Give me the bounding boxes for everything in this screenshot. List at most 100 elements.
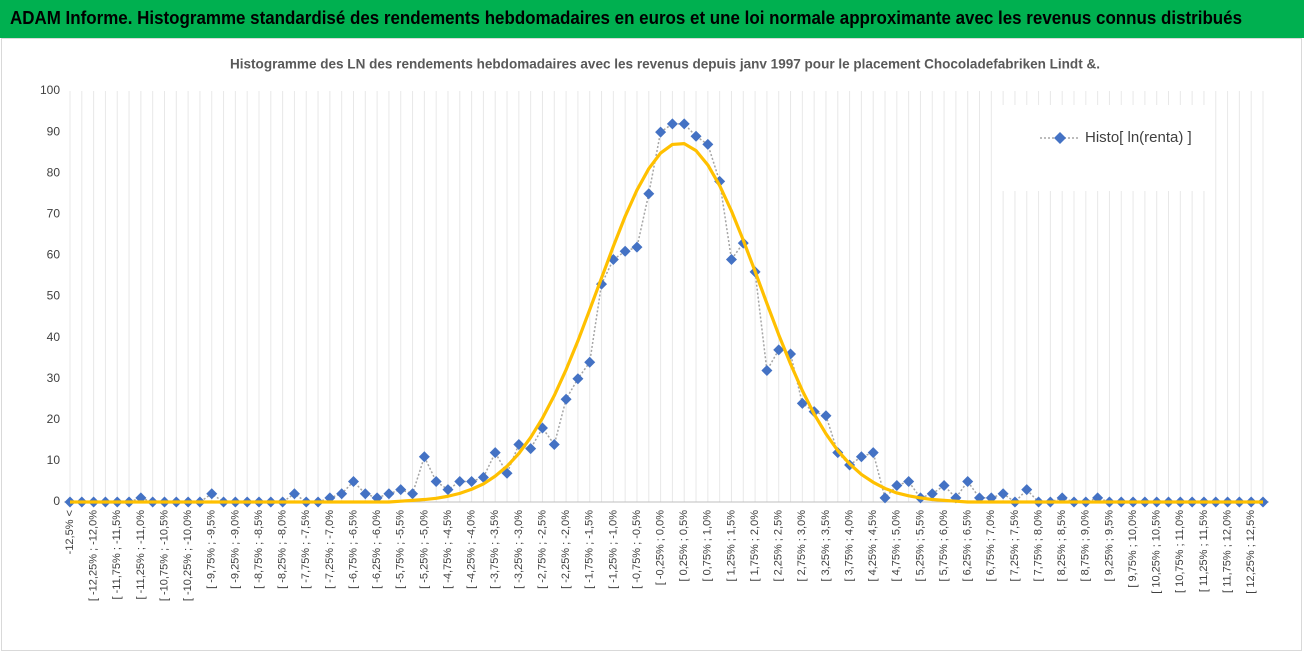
data-point xyxy=(725,254,737,266)
x-tick-label: [ -8,25% ; -8,0% xyxy=(277,510,289,589)
x-tick-label: [ 11,75% ; 12,0% xyxy=(1221,510,1233,593)
x-tick-label: [ -10,25% ; -10,0% xyxy=(182,510,194,601)
x-tick-label: [ 7,25% ; 7,5% xyxy=(1009,510,1021,582)
x-tick-label: [ -1,25% ; -1,0% xyxy=(607,510,619,589)
y-tick-label: 0 xyxy=(53,494,60,508)
data-point xyxy=(855,451,867,463)
y-tick-label: 70 xyxy=(47,206,61,220)
data-point xyxy=(796,397,808,409)
data-point xyxy=(891,480,903,492)
data-point xyxy=(926,488,938,500)
data-point xyxy=(477,471,489,483)
normal-curve xyxy=(70,142,1263,504)
data-point xyxy=(997,488,1009,500)
data-point xyxy=(525,443,537,455)
legend: Histo[ ln(renta) ] xyxy=(1000,105,1210,191)
x-tick-label: [ -3,25% ; -3,0% xyxy=(513,510,525,589)
x-tick-label: [ 11,25% ; 11,5% xyxy=(1198,510,1210,592)
x-tick-label: -12,5% < xyxy=(64,510,76,554)
y-tick-label: 30 xyxy=(47,371,61,385)
x-tick-label: [ 8,25% ; 8,5% xyxy=(1056,510,1068,582)
data-point xyxy=(489,447,501,459)
data-point xyxy=(867,447,879,459)
data-point xyxy=(773,344,785,356)
x-tick-label: [ 0,25% ; 0,5% xyxy=(678,510,690,582)
x-tick-label: [ 9,25% ; 9,5% xyxy=(1103,510,1115,582)
x-tick-label: [ -11,25% ; -11,0% xyxy=(135,510,147,600)
x-tick-label: [ -2,75% ; -2,5% xyxy=(536,510,548,589)
data-point xyxy=(761,364,773,376)
data-point xyxy=(383,488,395,500)
x-tick-label: [ -12,25% ; -12,0% xyxy=(88,510,100,601)
x-tick-label: [ -0,75% ; -0,5% xyxy=(631,510,643,589)
x-tick-label: [ -9,25% ; -9,0% xyxy=(229,510,241,589)
data-point xyxy=(442,484,454,496)
data-point xyxy=(879,492,891,504)
x-tick-label: [ 3,25% ; 3,5% xyxy=(820,510,832,582)
data-point xyxy=(702,138,714,150)
data-point xyxy=(938,480,950,492)
x-tick-label: [ 6,25% ; 6,5% xyxy=(962,510,974,582)
data-point xyxy=(962,475,974,487)
data-point xyxy=(655,126,667,138)
y-tick-label: 60 xyxy=(47,248,61,262)
x-tick-label: [ -0,25% ; 0,0% xyxy=(655,510,667,585)
x-tick-label: [ 6,75% ; 7,0% xyxy=(985,510,997,582)
x-tick-label: [ -5,75% ; -5,5% xyxy=(395,510,407,589)
legend-marker xyxy=(1054,132,1066,144)
data-point xyxy=(395,484,407,496)
data-point xyxy=(903,475,915,487)
x-tick-label: [ -4,25% ; -4,0% xyxy=(466,510,478,589)
data-point xyxy=(560,393,572,405)
x-tick-label: [ 12,25% ; 12,5% xyxy=(1245,510,1257,594)
x-tick-label: [ -2,25% ; -2,0% xyxy=(560,510,572,589)
data-point xyxy=(690,130,702,142)
y-tick-label: 20 xyxy=(47,412,61,426)
data-point xyxy=(643,188,655,200)
x-tick-label: [ 10,75% ; 11,0% xyxy=(1174,510,1186,593)
x-tick-label: [ 3,75% ; 4,0% xyxy=(843,510,855,582)
x-tick-label: [ 2,75% ; 3,0% xyxy=(796,510,808,582)
x-tick-label: [ -1,75% ; -1,5% xyxy=(584,510,596,589)
data-point xyxy=(466,475,478,487)
x-tick-label: [ 5,25% ; 5,5% xyxy=(914,510,926,582)
data-point xyxy=(359,488,371,500)
data-point xyxy=(454,475,466,487)
y-tick-label: 40 xyxy=(47,330,61,344)
data-point xyxy=(336,488,348,500)
x-tick-label: [ 1,25% ; 1,5% xyxy=(725,510,737,582)
header-bar xyxy=(0,0,1304,38)
data-point xyxy=(820,410,832,422)
x-tick-label: [ -8,75% ; -8,5% xyxy=(253,510,265,589)
x-tick-label: [ 8,75% ; 9,0% xyxy=(1080,510,1092,582)
x-tick-label: [ -9,75% ; -9,5% xyxy=(206,510,218,589)
legend-box xyxy=(1000,105,1210,191)
x-tick-label: [ -11,75% ; -11,5% xyxy=(111,510,123,600)
chart-title: Histogramme des LN des rendements hebdom… xyxy=(230,57,1100,72)
legend-label: Histo[ ln(renta) ] xyxy=(1085,129,1192,146)
data-point xyxy=(572,373,584,385)
x-tick-label: [ 10,25% ; 10,5% xyxy=(1151,510,1163,594)
x-tick-label: [ -7,25% ; -7,0% xyxy=(324,510,336,589)
data-point xyxy=(1021,484,1033,496)
data-point xyxy=(584,356,596,368)
data-point xyxy=(631,241,643,253)
data-point xyxy=(548,438,560,450)
y-tick-label: 50 xyxy=(47,289,61,303)
x-tick-label: [ -10,75% ; -10,5% xyxy=(158,510,170,601)
x-tick-label: [ -7,75% ; -7,5% xyxy=(300,510,312,589)
data-point xyxy=(206,488,218,500)
x-tick-label: [ 7,75% ; 8,0% xyxy=(1032,510,1044,582)
y-tick-label: 10 xyxy=(47,453,61,467)
y-tick-label: 80 xyxy=(47,165,61,179)
x-tick-label: [ -6,75% ; -6,5% xyxy=(347,510,359,589)
y-tick-label: 100 xyxy=(40,83,60,97)
data-point xyxy=(347,475,359,487)
y-tick-label: 90 xyxy=(47,124,61,138)
x-tick-label: [ 9,75% ; 10,0% xyxy=(1127,510,1139,588)
data-point xyxy=(288,488,300,500)
x-tick-label: [ 4,25% ; 4,5% xyxy=(867,510,879,582)
data-point xyxy=(666,118,678,130)
x-tick-label: [ -5,25% ; -5,0% xyxy=(418,510,430,589)
